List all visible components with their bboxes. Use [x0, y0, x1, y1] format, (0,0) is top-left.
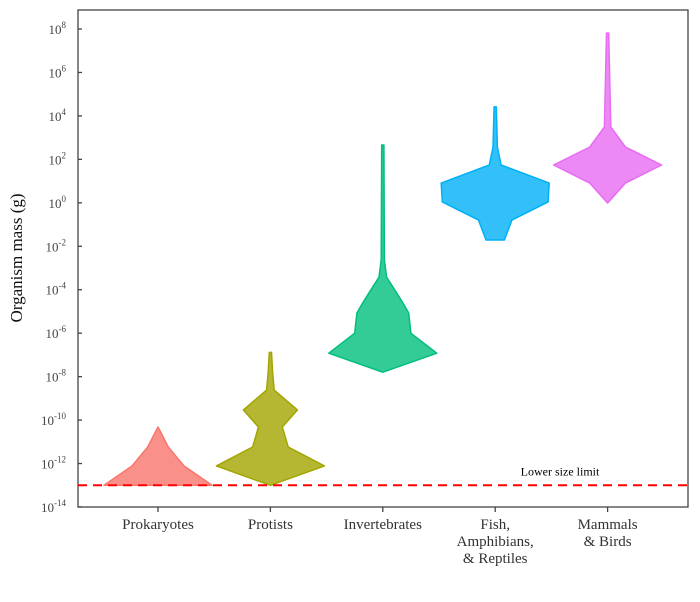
violins	[103, 32, 663, 487]
x-tick-label: Amphibians,	[457, 534, 534, 550]
y-tick-label: 104	[49, 107, 67, 124]
y-tick-label: 10-2	[46, 237, 67, 254]
y-tick-label: 10-8	[46, 368, 67, 385]
y-tick-label: 100	[49, 194, 67, 211]
y-tick-label: 108	[49, 20, 67, 37]
x-tick-label: & Birds	[584, 534, 632, 550]
y-tick-label: 10-10	[41, 411, 66, 428]
y-axis-label: Organism mass (g)	[7, 193, 26, 322]
x-tick-label: Mammals	[578, 517, 638, 533]
y-tick-label: 106	[49, 63, 67, 80]
violin-prokaryotes	[103, 426, 213, 487]
y-tick-label: 10-4	[46, 281, 67, 298]
y-axis: 108 106 104 102 100 10-2 10-4 10-6 10-8 10-10 10-1…	[41, 20, 82, 515]
x-tick-label: Prokaryotes	[122, 517, 194, 533]
y-tick-label: 102	[49, 150, 67, 167]
violin-fish-amphibians-reptiles	[440, 106, 550, 241]
x-tick-label: Protists	[248, 517, 293, 533]
y-tick-label: 10-6	[46, 324, 67, 341]
violin-mammals-birds	[552, 32, 663, 204]
x-tick-label: & Reptiles	[463, 551, 528, 567]
violin-protists	[215, 351, 326, 487]
x-axis: Prokaryotes Protists Invertebrates Fish,Amp…	[122, 507, 638, 567]
y-tick-label: 10-14	[41, 498, 66, 515]
lower-size-limit-label: Lower size limit	[521, 464, 600, 478]
violin-invertebrates	[328, 144, 438, 373]
y-tick-label: 10-12	[41, 455, 66, 472]
x-tick-label: Fish,	[480, 517, 510, 533]
x-tick-label: Invertebrates	[344, 517, 422, 533]
